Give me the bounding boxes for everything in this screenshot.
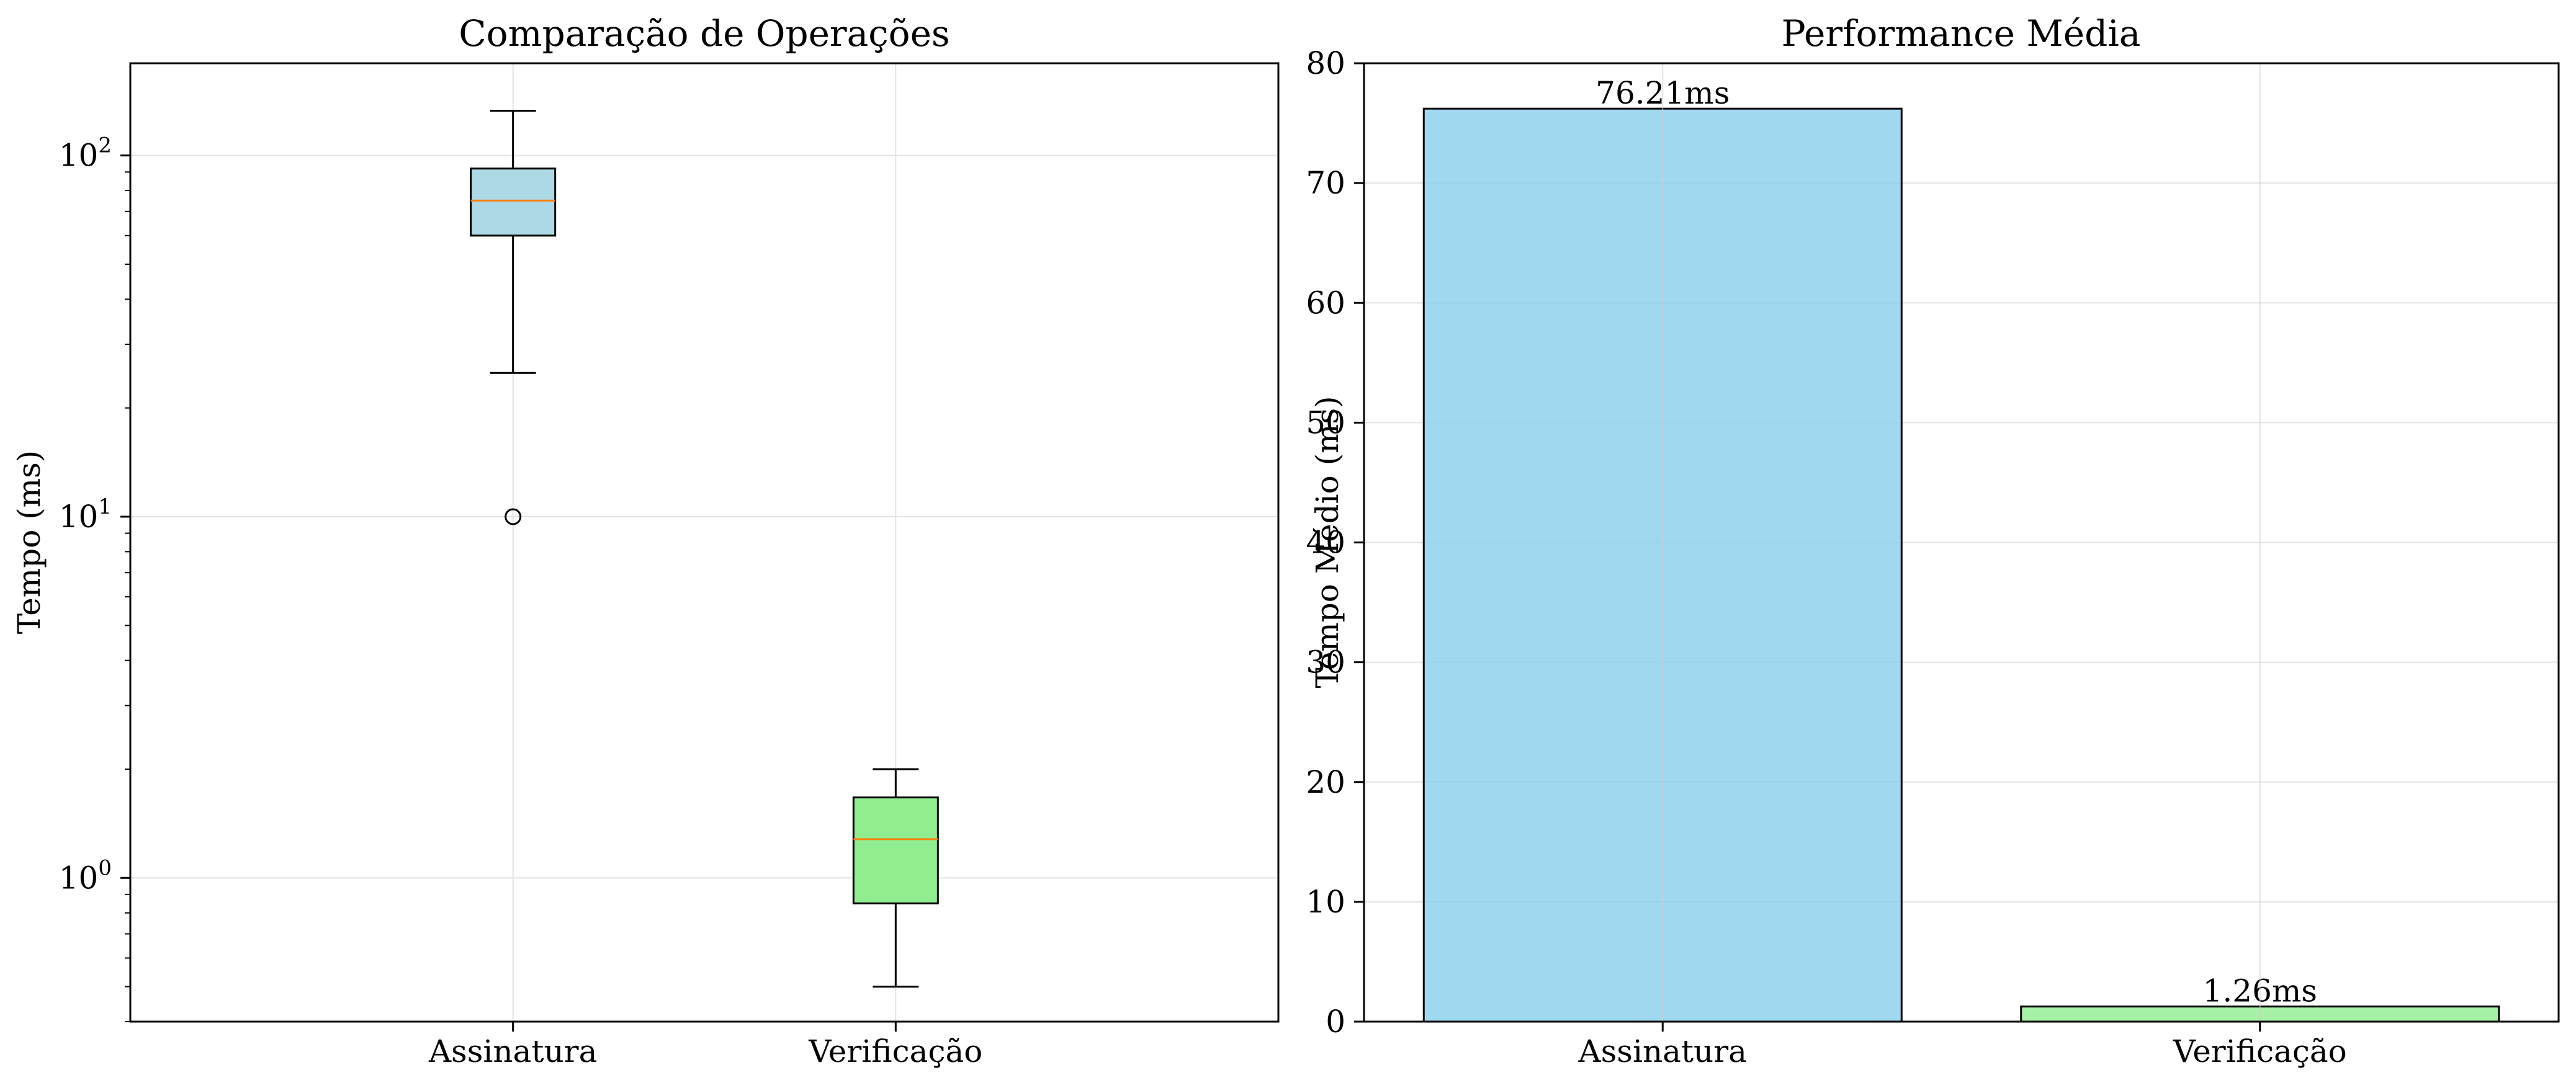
box-plot-y-tick-label: 101 xyxy=(59,494,112,535)
box-plot-panel: 100 101 102 Assinatura Verificação Comparaçã… xyxy=(11,12,1280,1069)
bar-chart-y-tick-label: 60 xyxy=(1306,285,1345,321)
bar-chart-y-tick-label: 0 xyxy=(1326,1004,1345,1040)
box-plot-marks xyxy=(470,110,939,988)
box-iqr-assinatura xyxy=(470,167,557,237)
box-iqr-verificação xyxy=(852,796,939,904)
bar-chart-y-tick-label: 30 xyxy=(1306,644,1345,680)
box-plot-y-axis-label: Tempo (ms) xyxy=(11,450,47,635)
box-plot-y-tick-label: 100 xyxy=(59,855,112,896)
bar-chart-title: Performance Média xyxy=(1782,12,2141,55)
box-outlier-point xyxy=(505,508,522,525)
box-plot-x-tick-label: Verificação xyxy=(808,1033,982,1069)
bar-chart-ticks: 0 10 20 30 40 50 60 70 80 Assinatura Verificação xyxy=(1306,45,2346,1069)
bar-chart-x-tick-label: Verificação xyxy=(2173,1033,2347,1069)
bar-chart-y-tick-label: 20 xyxy=(1306,764,1345,800)
box-plot-x-tick-label: Assinatura xyxy=(428,1033,597,1069)
bar-chart-y-tick-label: 80 xyxy=(1306,45,1345,81)
box-plot-title: Comparação de Operações xyxy=(459,12,949,55)
bar-chart-y-tick-label: 40 xyxy=(1306,525,1345,561)
box-plot-y-tick-label: 102 xyxy=(59,133,112,174)
bar-chart-y-tick-label: 10 xyxy=(1306,884,1345,920)
box-plot-frame xyxy=(129,62,1280,1023)
box-plot-ticks: 100 101 102 Assinatura Verificação xyxy=(59,133,983,1069)
bar-chart-y-tick-label: 50 xyxy=(1306,404,1345,440)
bar-chart-x-tick-label: Assinatura xyxy=(1578,1033,1747,1069)
bar-chart-y-axis-label: Tempo Médio (ms) xyxy=(1309,396,1345,688)
bar-chart-y-tick-label: 70 xyxy=(1306,165,1345,201)
